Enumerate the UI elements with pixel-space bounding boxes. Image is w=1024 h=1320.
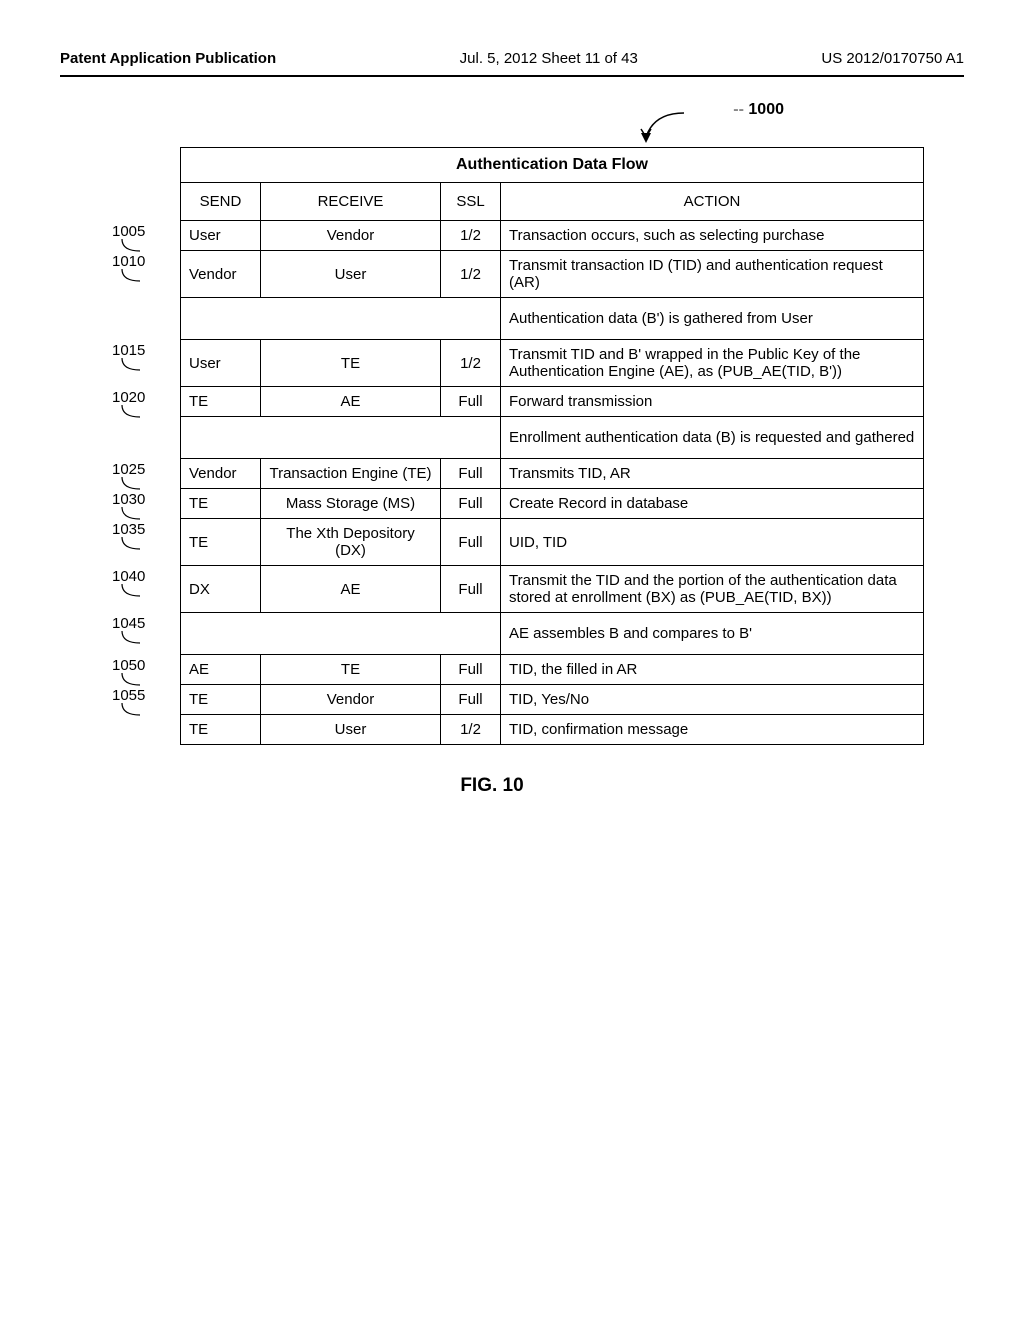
table-row: AETEFullTID, the filled in AR — [181, 655, 924, 685]
receive-cell: Transaction Engine (TE) — [261, 459, 441, 489]
send-cell: User — [181, 340, 261, 387]
table-row: UserTE1/2Transmit TID and B' wrapped in … — [181, 340, 924, 387]
row-leader-icon — [118, 535, 146, 557]
table-row: VendorTransaction Engine (TE)FullTransmi… — [181, 459, 924, 489]
ssl-cell: 1/2 — [441, 221, 501, 251]
send-cell: TE — [181, 519, 261, 566]
table-row: TEMass Storage (MS)FullCreate Record in … — [181, 489, 924, 519]
table-row: TEThe Xth Depository (DX)FullUID, TID — [181, 519, 924, 566]
figure-10-diagram: -- 1000 10051010101510201025103010351040… — [180, 147, 924, 797]
authentication-data-flow-table: Authentication Data Flow SEND RECEIVE SS… — [180, 147, 924, 745]
row-leader-icon — [118, 629, 146, 651]
table-row: DXAEFullTransmit the TID and the portion… — [181, 566, 924, 613]
receive-cell: The Xth Depository (DX) — [261, 519, 441, 566]
action-cell: TID, the filled in AR — [501, 655, 924, 685]
action-cell: Transmit the TID and the portion of the … — [501, 566, 924, 613]
col-header-action: ACTION — [501, 183, 924, 221]
table-row: TEAEFullForward transmission — [181, 387, 924, 417]
table-row: Enrollment authentication data (B) is re… — [181, 417, 924, 459]
ssl-cell: Full — [441, 566, 501, 613]
ssl-cell: Full — [441, 519, 501, 566]
send-cell: User — [181, 221, 261, 251]
action-cell: Forward transmission — [501, 387, 924, 417]
ssl-cell: Full — [441, 655, 501, 685]
receive-cell: TE — [261, 655, 441, 685]
col-header-send: SEND — [181, 183, 261, 221]
page-header: Patent Application Publication Jul. 5, 2… — [60, 50, 964, 77]
receive-cell: TE — [261, 340, 441, 387]
row-leader-icon — [118, 582, 146, 604]
send-cell: TE — [181, 489, 261, 519]
figure-caption: FIG. 10 — [60, 775, 924, 797]
action-cell: AE assembles B and compares to B' — [501, 613, 924, 655]
action-cell: Transmit transaction ID (TID) and authen… — [501, 251, 924, 298]
table-row: VendorUser1/2Transmit transaction ID (TI… — [181, 251, 924, 298]
table-row: AE assembles B and compares to B' — [181, 613, 924, 655]
span-cell — [181, 298, 501, 340]
row-leader-icon — [118, 356, 146, 378]
row-leader-icon — [118, 403, 146, 425]
action-cell: UID, TID — [501, 519, 924, 566]
span-cell — [181, 613, 501, 655]
table-title: Authentication Data Flow — [181, 148, 924, 183]
action-cell: TID, Yes/No — [501, 685, 924, 715]
table-body: UserVendor1/2Transaction occurs, such as… — [181, 221, 924, 745]
span-cell — [181, 417, 501, 459]
table-row: UserVendor1/2Transaction occurs, such as… — [181, 221, 924, 251]
receive-cell: User — [261, 715, 441, 745]
leader-arrow-1000-icon — [634, 107, 694, 149]
send-cell: Vendor — [181, 251, 261, 298]
send-cell: AE — [181, 655, 261, 685]
action-cell: TID, confirmation message — [501, 715, 924, 745]
action-cell: Transmits TID, AR — [501, 459, 924, 489]
reference-numeral-1000: -- 1000 — [733, 101, 784, 119]
send-cell: TE — [181, 685, 261, 715]
receive-cell: User — [261, 251, 441, 298]
row-leader-icon — [118, 267, 146, 289]
send-cell: DX — [181, 566, 261, 613]
header-publication: Patent Application Publication — [60, 50, 276, 67]
action-cell: Enrollment authentication data (B) is re… — [501, 417, 924, 459]
ssl-cell: Full — [441, 459, 501, 489]
receive-cell: Mass Storage (MS) — [261, 489, 441, 519]
ssl-cell: Full — [441, 489, 501, 519]
action-cell: Transmit TID and B' wrapped in the Publi… — [501, 340, 924, 387]
action-cell: Authentication data (B') is gathered fro… — [501, 298, 924, 340]
row-leader-icon — [118, 701, 146, 723]
receive-cell: Vendor — [261, 685, 441, 715]
receive-cell: AE — [261, 566, 441, 613]
send-cell: TE — [181, 387, 261, 417]
action-cell: Create Record in database — [501, 489, 924, 519]
receive-cell: Vendor — [261, 221, 441, 251]
col-header-ssl: SSL — [441, 183, 501, 221]
col-header-receive: RECEIVE — [261, 183, 441, 221]
send-cell: Vendor — [181, 459, 261, 489]
table-row: TEUser1/2TID, confirmation message — [181, 715, 924, 745]
ssl-cell: Full — [441, 387, 501, 417]
table-row: TEVendorFullTID, Yes/No — [181, 685, 924, 715]
receive-cell: AE — [261, 387, 441, 417]
send-cell: TE — [181, 715, 261, 745]
header-date-sheet: Jul. 5, 2012 Sheet 11 of 43 — [460, 50, 638, 67]
ssl-cell: 1/2 — [441, 340, 501, 387]
table-row: Authentication data (B') is gathered fro… — [181, 298, 924, 340]
ssl-cell: Full — [441, 685, 501, 715]
header-pub-number: US 2012/0170750 A1 — [821, 50, 964, 67]
ssl-cell: 1/2 — [441, 251, 501, 298]
ssl-cell: 1/2 — [441, 715, 501, 745]
action-cell: Transaction occurs, such as selecting pu… — [501, 221, 924, 251]
